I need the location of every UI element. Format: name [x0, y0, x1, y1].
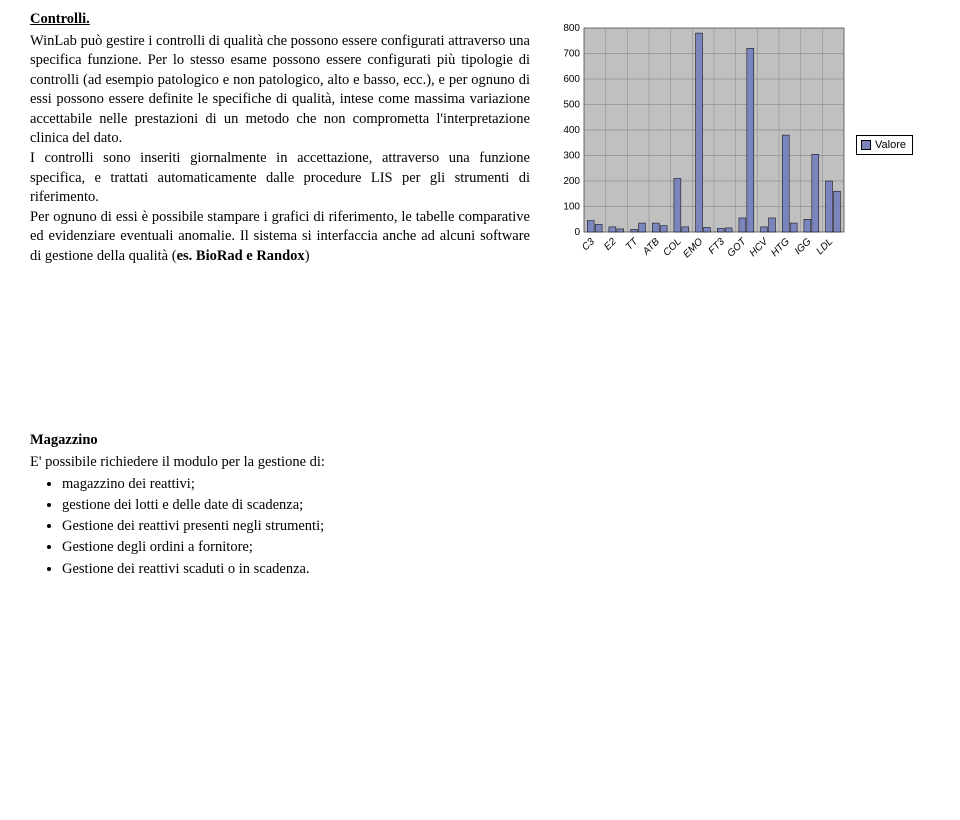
- controlli-p1: WinLab può gestire i controlli di qualit…: [30, 32, 530, 149]
- legend-swatch: [861, 140, 871, 150]
- magazzino-intro: E' possibile richiedere il modulo per la…: [30, 452, 930, 472]
- list-item: magazzino dei reattivi;: [62, 474, 930, 494]
- svg-text:E2: E2: [602, 236, 619, 253]
- svg-text:0: 0: [574, 227, 580, 238]
- legend-label: Valore: [875, 139, 906, 151]
- magazzino-list: magazzino dei reattivi; gestione dei lot…: [30, 474, 930, 579]
- controlli-title: Controlli.: [30, 10, 530, 30]
- svg-text:ATB: ATB: [640, 236, 662, 258]
- bar-chart-svg: 0 100 200 300 400 500 600 700 800 C3 E2 TTATBCOLEMO…: [550, 20, 850, 280]
- svg-text:LDL: LDL: [815, 236, 836, 257]
- svg-text:GOT: GOT: [726, 236, 750, 260]
- svg-text:HCV: HCV: [748, 235, 772, 259]
- svg-text:200: 200: [563, 176, 580, 187]
- list-item: Gestione degli ordini a fornitore;: [62, 537, 930, 557]
- magazzino-title: Magazzino: [30, 430, 930, 450]
- svg-text:COL: COL: [661, 236, 683, 258]
- svg-text:600: 600: [563, 74, 580, 85]
- controlli-p3: Per ognuno di essi è possibile stampare …: [30, 208, 530, 267]
- chart-column: 0 100 200 300 400 500 600 700 800 C3 E2 TTATBCOLEMO…: [550, 10, 930, 280]
- svg-text:IGG: IGG: [793, 236, 814, 257]
- controlli-text: Controlli. WinLab può gestire i controll…: [30, 10, 530, 266]
- svg-text:EMO: EMO: [681, 236, 705, 260]
- svg-text:300: 300: [563, 151, 580, 162]
- controlli-p3c: ): [305, 248, 310, 264]
- svg-text:400: 400: [563, 125, 580, 136]
- top-row: Controlli. WinLab può gestire i controll…: [30, 10, 930, 280]
- svg-text:TT: TT: [624, 236, 641, 253]
- list-item: Gestione dei reattivi presenti negli str…: [62, 516, 930, 536]
- svg-text:HTG: HTG: [769, 236, 792, 259]
- svg-text:700: 700: [563, 49, 580, 60]
- magazzino-section: Magazzino E' possibile richiedere il mod…: [30, 430, 930, 579]
- chart-legend: Valore: [856, 135, 913, 155]
- list-item: Gestione dei reattivi scaduti o in scade…: [62, 559, 930, 579]
- svg-text:100: 100: [563, 202, 580, 213]
- list-item: gestione dei lotti e delle date di scade…: [62, 495, 930, 515]
- quality-chart: 0 100 200 300 400 500 600 700 800 C3 E2 TTATBCOLEMO…: [550, 20, 913, 280]
- svg-text:500: 500: [563, 100, 580, 111]
- controlli-p2: I controlli sono inseriti giornalmente i…: [30, 149, 530, 208]
- controlli-p3b: es. BioRad e Randox: [177, 248, 305, 264]
- svg-text:800: 800: [563, 23, 580, 34]
- chart-plot: 0 100 200 300 400 500 600 700 800 C3 E2 TTATBCOLEMO…: [550, 20, 850, 280]
- svg-text:FT3: FT3: [707, 236, 728, 257]
- svg-text:C3: C3: [580, 236, 597, 253]
